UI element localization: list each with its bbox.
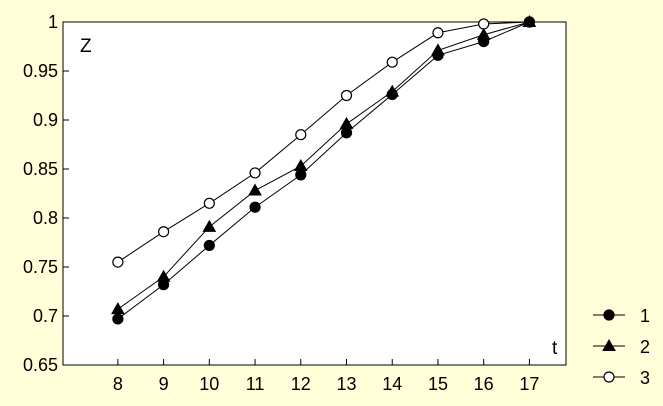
y-tick-label: 0.95 — [23, 61, 58, 81]
data-point — [158, 279, 170, 291]
x-tick-label: 13 — [336, 374, 356, 394]
y-tick-label: 0.8 — [33, 208, 58, 228]
y-axis-label: Z — [80, 36, 92, 57]
legend-label: 1 — [640, 306, 650, 326]
data-point — [112, 313, 124, 325]
legend-marker — [603, 309, 615, 321]
legend: 1 2 3 — [593, 306, 650, 388]
x-tick-label: 9 — [159, 374, 169, 394]
data-point — [202, 219, 217, 232]
data-point — [432, 49, 444, 61]
x-tick-label: 12 — [291, 374, 311, 394]
y-tick-label: 1 — [48, 12, 58, 32]
y-axis: 0.65 0.7 0.75 0.8 0.85 0.9 0.95 1 — [23, 12, 69, 375]
x-axis: 8 9 10 11 12 13 14 15 16 17 — [113, 359, 539, 394]
data-point — [340, 89, 353, 102]
data-point — [248, 183, 262, 196]
data-point — [386, 88, 398, 101]
data-point — [203, 197, 215, 209]
legend-marker — [602, 338, 616, 351]
legend-entry-1: 1 — [593, 306, 650, 326]
series-line-1 — [117, 21, 530, 320]
legend-label: 2 — [640, 337, 650, 357]
legend-entry-3: 3 — [593, 368, 650, 388]
data-point — [203, 239, 215, 252]
y-tick-label: 0.75 — [23, 257, 58, 277]
data-point — [386, 56, 398, 68]
legend-marker — [603, 371, 615, 383]
y-tick-label: 0.7 — [33, 306, 58, 326]
series-1 — [112, 16, 536, 325]
data-point — [478, 18, 490, 30]
y-tick-label: 0.85 — [23, 159, 58, 179]
x-tick-label: 17 — [519, 374, 539, 394]
y-tick-label: 0.65 — [23, 355, 58, 375]
data-point — [295, 169, 307, 181]
series-layer — [111, 14, 537, 325]
y-tick-label: 0.9 — [33, 110, 58, 130]
data-point — [249, 167, 261, 179]
series-line-3 — [117, 21, 530, 263]
data-point — [523, 16, 536, 28]
x-tick-label: 8 — [113, 374, 123, 394]
data-point — [295, 129, 307, 141]
x-tick-label: 15 — [428, 374, 448, 394]
x-tick-label: 16 — [474, 374, 494, 394]
data-point — [340, 127, 353, 139]
x-tick-label: 14 — [382, 374, 402, 394]
series-line-2 — [117, 21, 530, 310]
data-point — [432, 27, 444, 39]
data-point — [249, 201, 261, 213]
plot-area — [62, 21, 567, 366]
x-axis-label: t — [552, 338, 558, 359]
data-point — [478, 35, 490, 48]
x-tick-label: 10 — [199, 374, 219, 394]
x-tick-label: 11 — [246, 374, 265, 394]
data-point — [158, 226, 170, 238]
data-point — [112, 256, 124, 268]
legend-entry-2: 2 — [593, 337, 650, 357]
legend-label: 3 — [640, 368, 650, 388]
